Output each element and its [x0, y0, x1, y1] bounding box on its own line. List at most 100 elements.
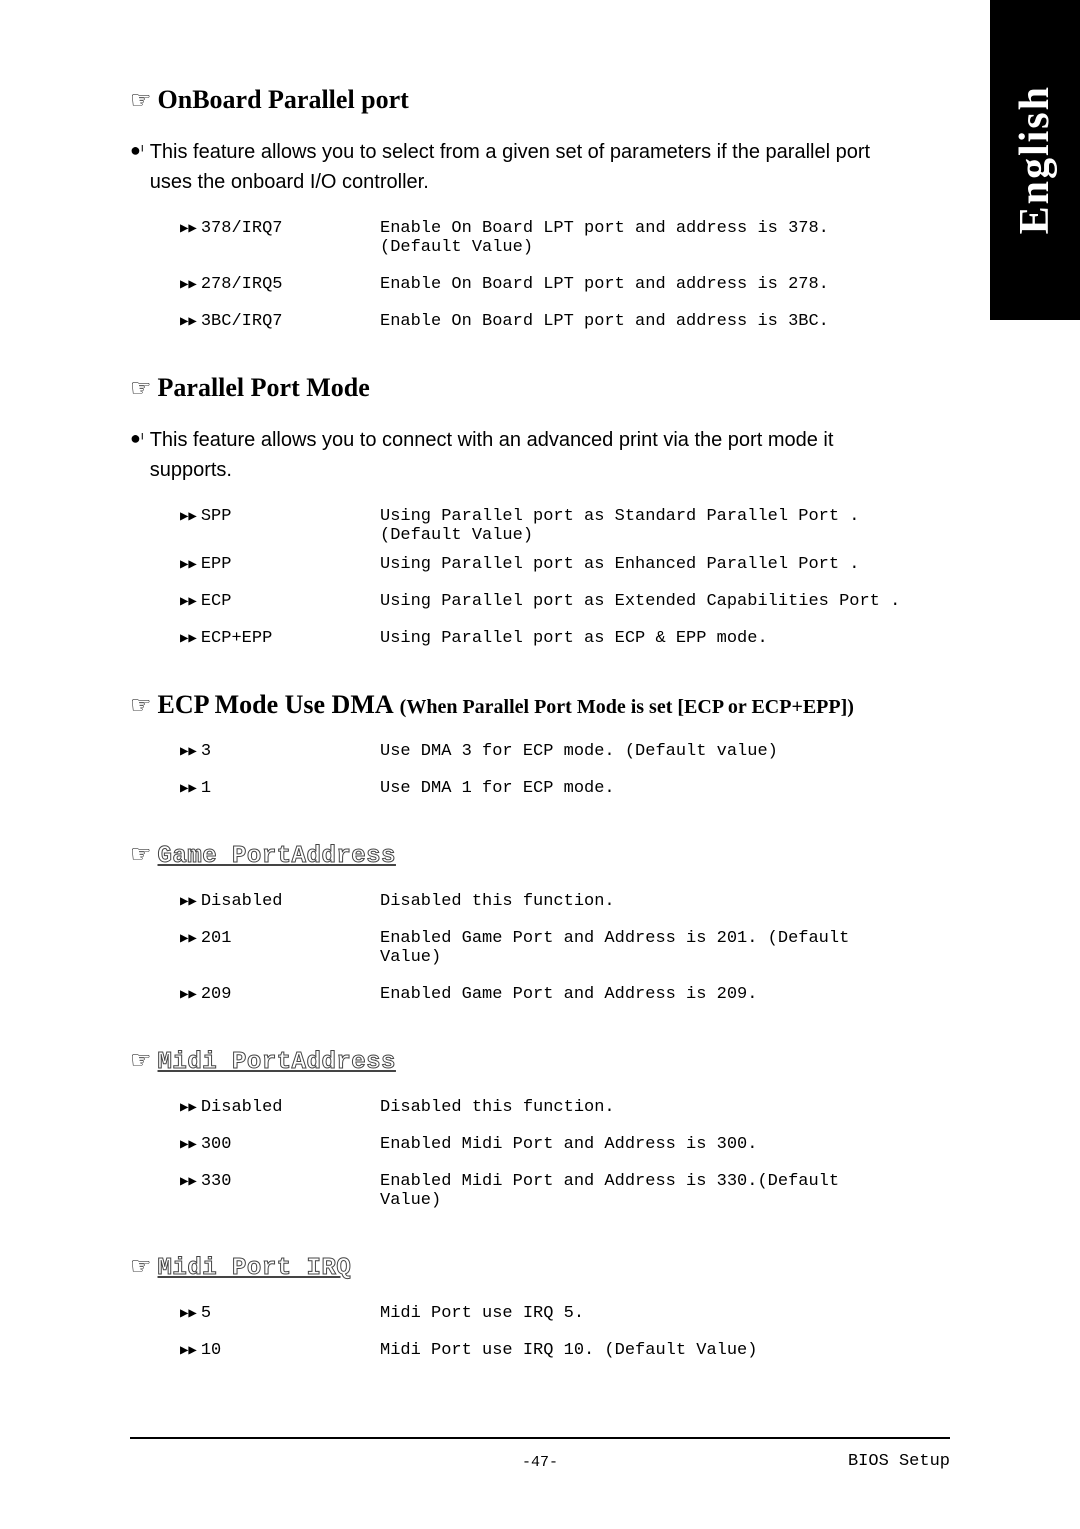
arrow-icon: ▶▶ — [180, 221, 197, 237]
option-key-text: 378/IRQ7 — [201, 219, 283, 238]
section-title: OnBoard Parallel port — [158, 85, 409, 115]
option-key: ▶▶ECP — [180, 592, 380, 611]
option-list: ▶▶SPPUsing Parallel port as Standard Par… — [180, 507, 910, 648]
option-key-text: EPP — [201, 555, 232, 574]
section-midi-port-irq: ☞Midi Port IRQ▶▶5Midi Port use IRQ 5.▶▶1… — [130, 1252, 910, 1360]
option-row: ▶▶300Enabled Midi Port and Address is 30… — [180, 1135, 910, 1154]
option-desc: Using Parallel port as Standard Parallel… — [380, 507, 910, 545]
option-key: ▶▶201 — [180, 929, 380, 967]
section-ecp-mode-dma: ☞ECP Mode Use DMA(When Parallel Port Mod… — [130, 690, 910, 798]
option-desc: Enable On Board LPT port and address is … — [380, 275, 910, 294]
option-list: ▶▶378/IRQ7Enable On Board LPT port and a… — [180, 219, 910, 331]
option-desc: Enable On Board LPT port and address is … — [380, 312, 910, 331]
section-heading: ☞Midi PortAddress — [130, 1046, 910, 1076]
option-key-text: 1 — [201, 779, 211, 798]
hand-icon: ☞ — [130, 1046, 152, 1075]
hand-icon: ☞ — [130, 86, 152, 115]
option-list: ▶▶5Midi Port use IRQ 5.▶▶10Midi Port use… — [180, 1304, 910, 1360]
arrow-icon: ▶▶ — [180, 781, 197, 797]
option-desc: Using Parallel port as ECP & EPP mode. — [380, 629, 910, 648]
option-row: ▶▶DisabledDisabled this function. — [180, 892, 910, 911]
section-title: Midi PortAddress — [158, 1049, 396, 1076]
option-key-text: 278/IRQ5 — [201, 275, 283, 294]
option-list: ▶▶3Use DMA 3 for ECP mode. (Default valu… — [180, 742, 910, 798]
side-tab: English — [990, 0, 1080, 320]
option-desc: Enabled Midi Port and Address is 300. — [380, 1135, 910, 1154]
section-onboard-parallel: ☞OnBoard Parallel port ●ᶦThis feature all… — [130, 85, 910, 331]
option-desc: Enabled Game Port and Address is 209. — [380, 985, 910, 1004]
option-key: ▶▶ECP+EPP — [180, 629, 380, 648]
option-key: ▶▶300 — [180, 1135, 380, 1154]
intro-text: This feature allows you to connect with … — [150, 425, 910, 485]
option-key-text: 5 — [201, 1304, 211, 1323]
option-desc: Midi Port use IRQ 10. (Default Value) — [380, 1341, 910, 1360]
option-list: ▶▶DisabledDisabled this function.▶▶300En… — [180, 1098, 910, 1210]
arrow-icon: ▶▶ — [180, 557, 197, 573]
arrow-icon: ▶▶ — [180, 594, 197, 610]
section-intro: ●ᶦThis feature allows you to select from… — [130, 137, 910, 197]
footer-label: BIOS Setup — [848, 1452, 950, 1471]
option-key: ▶▶209 — [180, 985, 380, 1004]
option-key: ▶▶EPP — [180, 555, 380, 574]
option-desc: Use DMA 3 for ECP mode. (Default value) — [380, 742, 910, 761]
option-key-text: Disabled — [201, 1098, 283, 1117]
option-key: ▶▶5 — [180, 1304, 380, 1323]
option-key: ▶▶330 — [180, 1172, 380, 1210]
section-heading: ☞Parallel Port Mode — [130, 373, 910, 403]
option-row: ▶▶209Enabled Game Port and Address is 20… — [180, 985, 910, 1004]
footer-line — [130, 1437, 950, 1439]
option-key-text: 3BC/IRQ7 — [201, 312, 283, 331]
hand-icon: ☞ — [130, 840, 152, 869]
bullet-icon: ●ᶦ — [130, 425, 144, 485]
option-key: ▶▶378/IRQ7 — [180, 219, 380, 257]
arrow-icon: ▶▶ — [180, 509, 197, 525]
option-row: ▶▶3BC/IRQ7 Enable On Board LPT port and a… — [180, 312, 910, 331]
section-game-port-address: ☞Game PortAddress ▶▶DisabledDisabled this… — [130, 840, 910, 1004]
hand-icon: ☞ — [130, 691, 152, 720]
option-desc: Using Parallel port as Extended Capabili… — [380, 592, 910, 611]
option-key: ▶▶Disabled — [180, 892, 380, 911]
option-desc: Use DMA 1 for ECP mode. — [380, 779, 910, 798]
option-key: ▶▶1 — [180, 779, 380, 798]
option-key-text: 330 — [201, 1172, 232, 1191]
arrow-icon: ▶▶ — [180, 1100, 197, 1116]
option-desc: Disabled this function. — [380, 1098, 910, 1117]
option-desc: Disabled this function. — [380, 892, 910, 911]
option-desc: Enabled Midi Port and Address is 330.(De… — [380, 1172, 910, 1210]
option-row: ▶▶201Enabled Game Port and Address is 20… — [180, 929, 910, 967]
section-heading: ☞ECP Mode Use DMA(When Parallel Port Mod… — [130, 690, 910, 720]
section-heading: ☞Midi Port IRQ — [130, 1252, 910, 1282]
option-row: ▶▶SPP Using Parallel port as Standard Par… — [180, 507, 910, 545]
option-desc: Enabled Game Port and Address is 201. (D… — [380, 929, 910, 967]
section-parallel-port-mode: ☞Parallel Port Mode ●ᶦThis feature allows… — [130, 373, 910, 648]
bullet-icon: ●ᶦ — [130, 137, 144, 197]
intro-text: This feature allows you to select from a… — [150, 137, 910, 197]
section-title: Midi Port IRQ — [158, 1255, 352, 1282]
page-content: ☞OnBoard Parallel port●ᶦThis feature all… — [130, 85, 910, 1402]
arrow-icon: ▶▶ — [180, 314, 197, 330]
option-desc: Midi Port use IRQ 5. — [380, 1304, 910, 1323]
option-row: ▶▶ECP+EPPUsing Parallel port as ECP & EP… — [180, 629, 910, 648]
option-row: ▶▶378/IRQ7Enable On Board LPT port and a… — [180, 219, 910, 257]
section-title: ECP Mode Use DMA — [158, 690, 394, 720]
section-heading: ☞Game PortAddress — [130, 840, 910, 870]
option-key-text: SPP — [201, 507, 232, 526]
page-number: -47- — [522, 1454, 558, 1471]
option-list: ▶▶DisabledDisabled this function.▶▶201En… — [180, 892, 910, 1004]
arrow-icon: ▶▶ — [180, 987, 197, 1003]
arrow-icon: ▶▶ — [180, 931, 197, 947]
option-key-text: 10 — [201, 1341, 221, 1360]
option-key-text: 3 — [201, 742, 211, 761]
hand-icon: ☞ — [130, 374, 152, 403]
option-row: ▶▶330Enabled Midi Port and Address is 33… — [180, 1172, 910, 1210]
option-key-text: 300 — [201, 1135, 232, 1154]
arrow-icon: ▶▶ — [180, 631, 197, 647]
section-title: Game PortAddress — [158, 843, 396, 870]
option-key: ▶▶Disabled — [180, 1098, 380, 1117]
option-key: ▶▶3 — [180, 742, 380, 761]
option-key-text: ECP+EPP — [201, 629, 272, 648]
arrow-icon: ▶▶ — [180, 894, 197, 910]
option-row: ▶▶5Midi Port use IRQ 5. — [180, 1304, 910, 1323]
option-row: ▶▶EPPUsing Parallel port as Enhanced Par… — [180, 555, 910, 574]
section-heading: ☞OnBoard Parallel port — [130, 85, 910, 115]
